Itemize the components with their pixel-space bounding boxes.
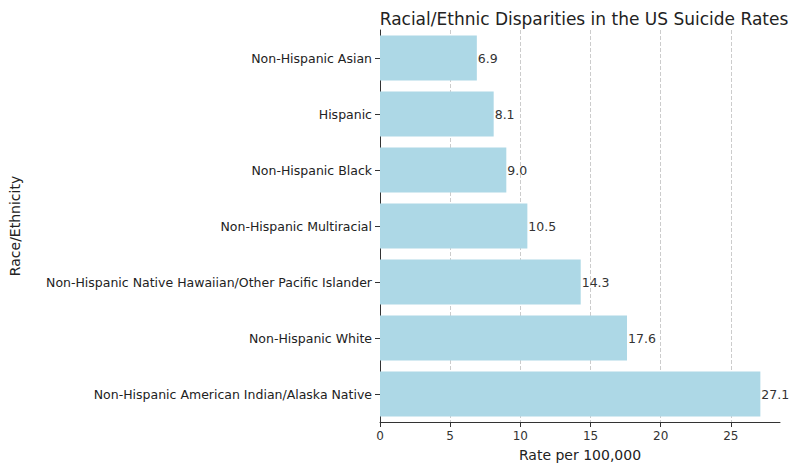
svg-text:Hispanic: Hispanic bbox=[319, 107, 372, 122]
svg-text:Racial/Ethnic Disparities in t: Racial/Ethnic Disparities in the US Suic… bbox=[380, 9, 789, 29]
svg-text:0: 0 bbox=[376, 429, 384, 443]
svg-text:Race/Ethnicity: Race/Ethnicity bbox=[7, 176, 23, 276]
svg-text:Non-Hispanic Native Hawaiian/O: Non-Hispanic Native Hawaiian/Other Pacif… bbox=[46, 275, 373, 290]
svg-text:Non-Hispanic Asian: Non-Hispanic Asian bbox=[251, 51, 372, 66]
svg-text:25: 25 bbox=[723, 429, 738, 443]
svg-text:8.1: 8.1 bbox=[495, 107, 515, 122]
svg-text:14.3: 14.3 bbox=[582, 275, 610, 290]
svg-text:20: 20 bbox=[653, 429, 668, 443]
svg-text:Non-Hispanic Black: Non-Hispanic Black bbox=[252, 163, 373, 178]
svg-text:15: 15 bbox=[583, 429, 598, 443]
svg-text:Non-Hispanic Multiracial: Non-Hispanic Multiracial bbox=[221, 219, 372, 234]
svg-text:6.9: 6.9 bbox=[478, 51, 498, 66]
svg-text:9.0: 9.0 bbox=[507, 163, 527, 178]
svg-text:27.1: 27.1 bbox=[761, 387, 789, 402]
svg-text:17.6: 17.6 bbox=[628, 331, 656, 346]
svg-text:10.5: 10.5 bbox=[528, 219, 556, 234]
svg-text:Non-Hispanic American Indian/A: Non-Hispanic American Indian/Alaska Nati… bbox=[94, 387, 373, 402]
svg-text:10: 10 bbox=[513, 429, 528, 443]
svg-text:Non-Hispanic White: Non-Hispanic White bbox=[249, 331, 372, 346]
svg-text:5: 5 bbox=[446, 429, 454, 443]
svg-text:Rate per 100,000: Rate per 100,000 bbox=[519, 447, 641, 463]
